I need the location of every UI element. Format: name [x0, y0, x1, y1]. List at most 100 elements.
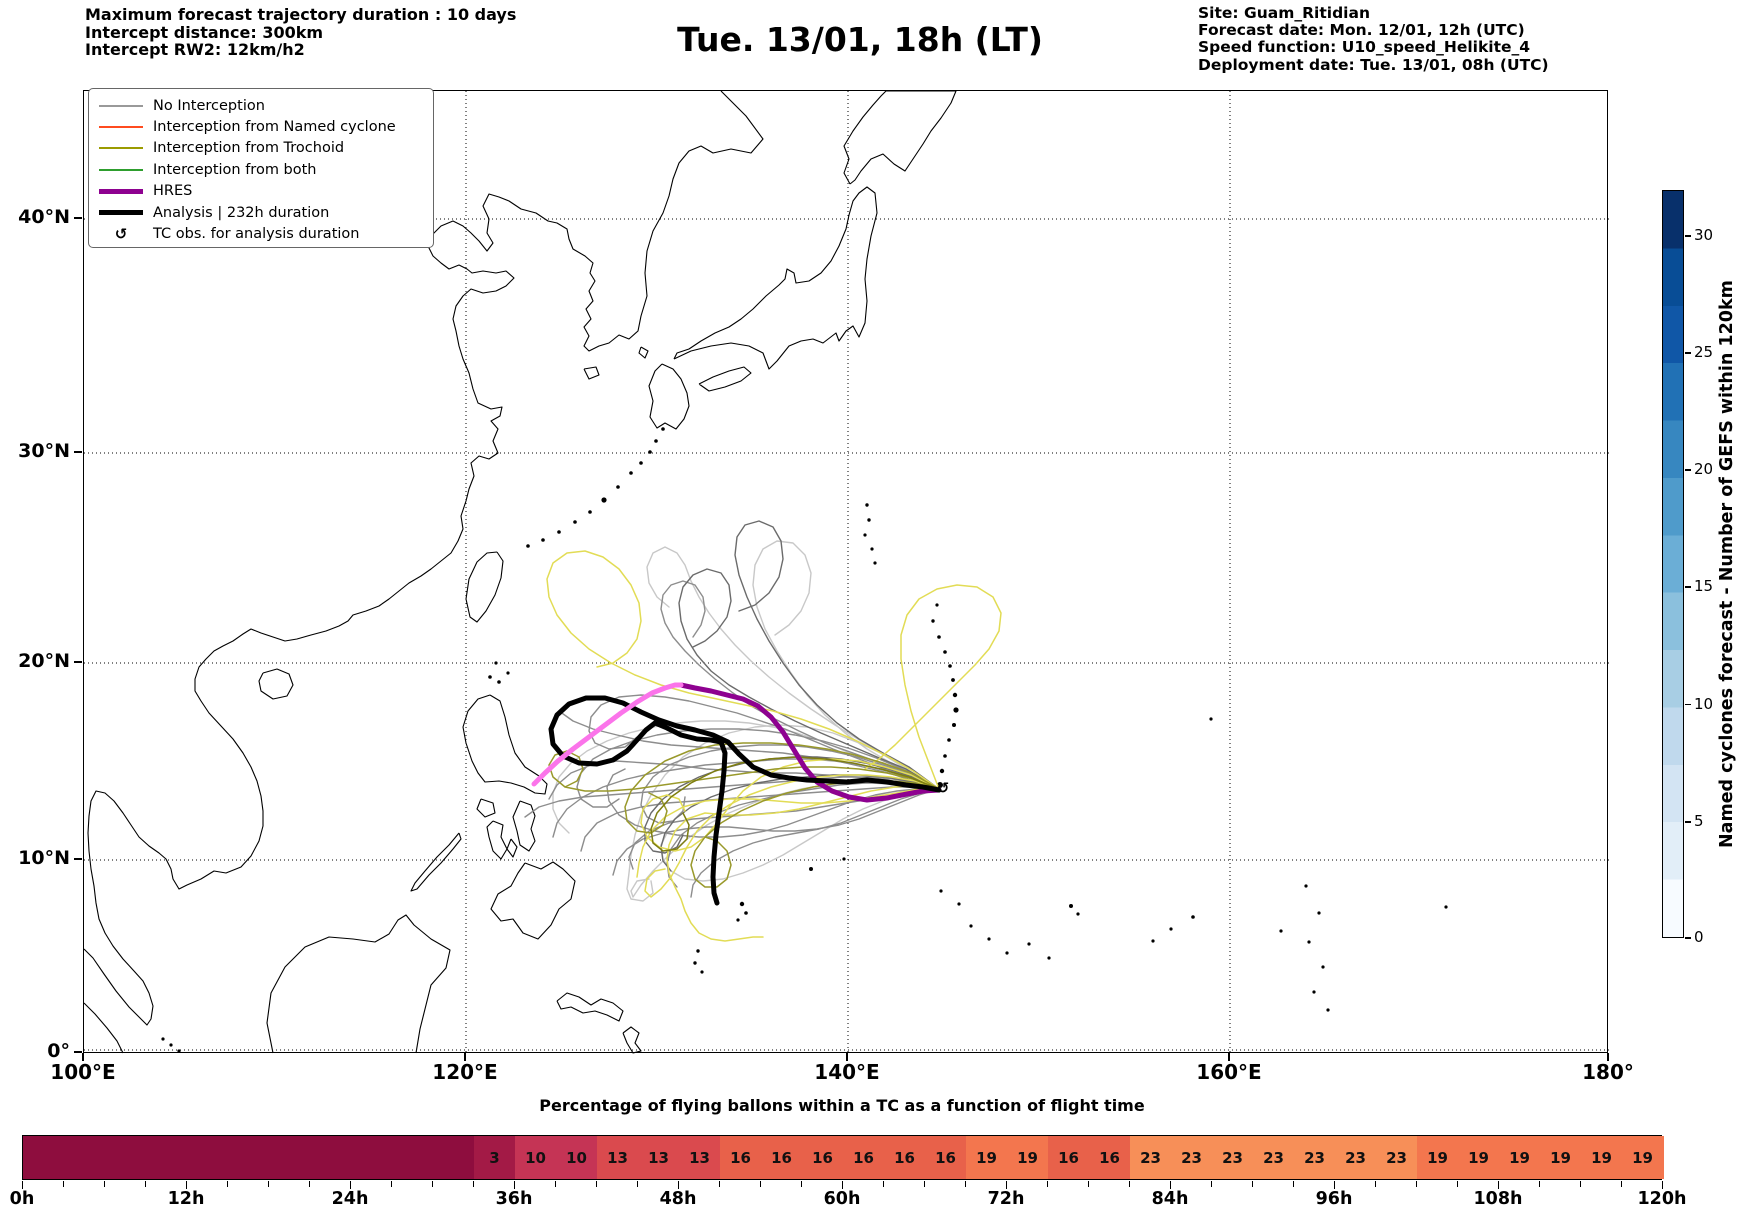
- strip-tick-mark: [22, 1181, 24, 1189]
- coastline: [84, 91, 764, 1026]
- percentage-cell: [1253, 1136, 1295, 1179]
- coastline: [843, 91, 957, 185]
- percentage-value: 19: [1632, 1148, 1653, 1167]
- island-dot: [616, 485, 620, 489]
- strip-tick-mark: [1252, 1181, 1254, 1187]
- percentage-cell: [597, 1136, 639, 1179]
- lon-tick-label: 160°E: [1196, 1060, 1262, 1084]
- percentage-strip: 3 10 10 13 13 13 16 16 16 16 16 16 19 19 16 16 23 23 23 23 2…: [22, 1135, 1664, 1180]
- legend-item: Interception from Trochoid: [89, 138, 344, 159]
- percentage-cell: [474, 1136, 516, 1179]
- strip-tick-mark: [63, 1181, 65, 1187]
- colorbar-tick-mark: [1685, 703, 1691, 706]
- percentage-value: 23: [1345, 1148, 1366, 1167]
- percentage-value: 13: [607, 1148, 628, 1167]
- strip-tick-label: 36h: [495, 1189, 533, 1209]
- percentage-cell: [433, 1136, 475, 1179]
- island-dot: [935, 603, 939, 607]
- strip-tick-mark: [1498, 1181, 1500, 1189]
- trajectory-line: [650, 756, 940, 852]
- trajectory-line: [624, 742, 940, 834]
- island-dot: [1005, 951, 1009, 955]
- colorbar-tick-label: 20: [1694, 459, 1714, 478]
- strip-tick-mark: [1580, 1181, 1582, 1187]
- legend-item-label: Interception from Named cyclone: [153, 118, 396, 135]
- island-dot: [573, 520, 577, 524]
- percentage-value: 23: [1181, 1148, 1202, 1167]
- trajectory-line: [678, 568, 940, 790]
- percentage-cell: [146, 1136, 188, 1179]
- percentage-cell: [1089, 1136, 1131, 1179]
- strip-tick-label: 72h: [987, 1189, 1025, 1209]
- percentage-value: 13: [648, 1148, 669, 1167]
- strip-tick-mark: [391, 1181, 393, 1187]
- colorbar-tick-mark: [1685, 586, 1691, 588]
- lon-tick-label: 120°E: [432, 1060, 498, 1084]
- strip-tick-label: 96h: [1315, 1189, 1353, 1209]
- strip-tick-mark: [104, 1181, 106, 1187]
- percentage-cell: [1130, 1136, 1172, 1179]
- island-dot: [842, 857, 846, 861]
- percentage-cell: [843, 1136, 885, 1179]
- colorbar-tick-label: 0: [1694, 928, 1704, 946]
- island-dot: [1307, 940, 1311, 944]
- island-dot: [648, 450, 652, 454]
- deployment-date-line: Deployment date: Tue. 13/01, 08h (UTC): [1198, 55, 1549, 74]
- percentage-value: 23: [1263, 1148, 1284, 1167]
- trajectory-line: [640, 758, 940, 852]
- lon-tick-mark: [1228, 1053, 1230, 1061]
- percentage-value: 19: [1509, 1148, 1530, 1167]
- percentage-value: 16: [1058, 1148, 1079, 1167]
- lon-tick-label: 180°: [1582, 1060, 1634, 1084]
- trajectory-line: [734, 520, 940, 790]
- lon-tick-mark: [82, 1053, 84, 1061]
- percentage-value: 16: [1099, 1148, 1120, 1167]
- percentage-cell: [556, 1136, 598, 1179]
- percentage-cell: [761, 1136, 803, 1179]
- colorbar-tick-label: 30: [1694, 226, 1714, 244]
- legend-line-swatch: [99, 104, 143, 107]
- percentage-value: 16: [812, 1148, 833, 1167]
- strip-tick-label: 24h: [331, 1189, 369, 1209]
- strip-tick-mark: [883, 1181, 885, 1187]
- island-dot: [601, 497, 607, 503]
- colorbar-tick-label: 5: [1694, 812, 1704, 831]
- intercept-rw2-line: Intercept RW2: 12km/h2: [85, 40, 305, 59]
- strip-chart-title: Percentage of flying ballons within a TC…: [539, 1096, 1145, 1115]
- percentage-cell: [1171, 1136, 1213, 1179]
- legend-item-label: No Interception: [153, 97, 265, 114]
- percentage-cell: [351, 1136, 393, 1179]
- percentage-cell: [1499, 1136, 1541, 1179]
- island-dot: [931, 619, 935, 623]
- coastline: [486, 820, 508, 860]
- strip-tick-mark: [227, 1181, 229, 1187]
- island-dot: [937, 635, 941, 639]
- island-dot: [700, 970, 704, 974]
- lat-tick-label: 30°N: [18, 440, 70, 462]
- island-dot: [951, 678, 955, 682]
- coastline: [638, 346, 649, 359]
- colorbar-tick-label: 25: [1694, 343, 1714, 362]
- strip-tick-mark: [924, 1181, 926, 1187]
- percentage-cell: [638, 1136, 680, 1179]
- percentage-cell: [1048, 1136, 1090, 1179]
- island-dot: [736, 918, 740, 922]
- island-dot: [948, 664, 952, 668]
- percentage-value: 10: [525, 1148, 546, 1167]
- site-line: Site: Guam_Ritidian: [1198, 4, 1370, 22]
- percentage-cell: [1622, 1136, 1664, 1179]
- forecast-date-line: Forecast date: Mon. 12/01, 12h (UTC): [1198, 21, 1525, 40]
- strip-tick-mark: [1170, 1181, 1172, 1189]
- legend-item: No Interception: [89, 95, 265, 116]
- coastline: [84, 1002, 124, 1054]
- percentage-cell: [1417, 1136, 1459, 1179]
- strip-tick-label: 120h: [1637, 1189, 1687, 1209]
- island-dot: [654, 439, 658, 443]
- percentage-cell: [105, 1136, 147, 1179]
- legend-item: Interception from Named cyclone: [89, 116, 396, 137]
- strip-tick-mark: [1539, 1181, 1541, 1187]
- legend-item-label: Interception from both: [153, 161, 317, 178]
- trajectory-line: [640, 744, 940, 824]
- percentage-cell: [1335, 1136, 1377, 1179]
